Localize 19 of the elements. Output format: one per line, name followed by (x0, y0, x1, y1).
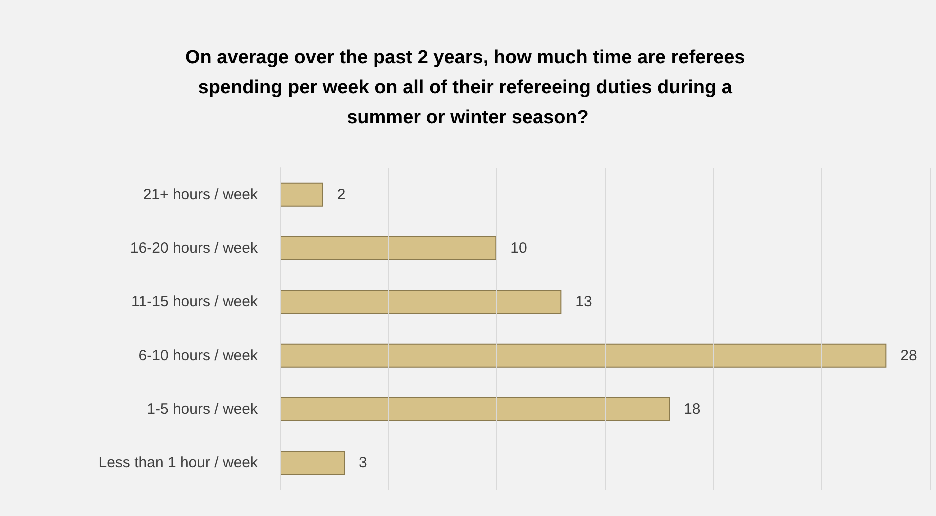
bar (280, 398, 670, 422)
data-label: 13 (576, 294, 592, 311)
chart-title: On average over the past 2 years, how much time are referees spending per week on all of their refereeing duties during a summer or winter season? (186, 48, 750, 128)
data-label: 2 (337, 186, 346, 204)
y-tick-label: 21+ hours / week (143, 186, 258, 204)
bar (280, 344, 887, 368)
bar (280, 290, 562, 314)
data-label: 18 (684, 401, 701, 418)
data-label: 28 (900, 347, 918, 364)
bar (280, 236, 497, 260)
data-label: 10 (510, 240, 528, 257)
y-tick-label: 1-5 hours / week (147, 401, 258, 418)
y-tick-label: 11-15 hours / week (132, 294, 258, 311)
y-tick-label: 16-20 hours / week (130, 240, 258, 257)
bar (280, 182, 324, 207)
data-label: 3 (359, 454, 368, 472)
y-tick-label: 6-10 hours / week (138, 347, 258, 364)
y-tick-label: Less than 1 hour / week (98, 454, 258, 472)
bar (280, 451, 345, 476)
